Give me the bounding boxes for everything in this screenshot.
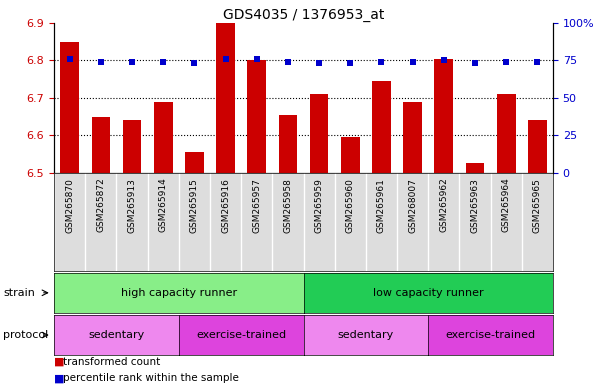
Text: exercise-trained: exercise-trained (196, 330, 286, 340)
Text: GSM265958: GSM265958 (284, 178, 293, 233)
Bar (248, 61, 266, 173)
Bar (91, 117, 110, 173)
Text: GSM265962: GSM265962 (439, 178, 448, 232)
Text: ■: ■ (54, 357, 64, 367)
Bar (60, 42, 79, 173)
Bar (310, 94, 328, 173)
Bar (123, 121, 141, 173)
Bar (341, 137, 359, 173)
Text: ■: ■ (54, 373, 64, 383)
Bar (372, 81, 391, 173)
Text: GSM268007: GSM268007 (408, 178, 417, 233)
Text: sedentary: sedentary (88, 330, 145, 340)
Text: sedentary: sedentary (338, 330, 394, 340)
Bar (528, 121, 547, 173)
Text: GSM265872: GSM265872 (96, 178, 105, 232)
Text: protocol: protocol (3, 330, 48, 340)
Bar (154, 102, 172, 173)
Text: percentile rank within the sample: percentile rank within the sample (63, 373, 239, 383)
Text: GSM265957: GSM265957 (252, 178, 261, 233)
Text: GSM265963: GSM265963 (471, 178, 480, 233)
Text: GSM265913: GSM265913 (127, 178, 136, 233)
Text: high capacity runner: high capacity runner (121, 288, 237, 298)
Title: GDS4035 / 1376953_at: GDS4035 / 1376953_at (223, 8, 384, 22)
Text: GSM265914: GSM265914 (159, 178, 168, 232)
Text: transformed count: transformed count (63, 357, 160, 367)
Text: GSM265916: GSM265916 (221, 178, 230, 233)
Text: GSM265960: GSM265960 (346, 178, 355, 233)
Text: GSM265959: GSM265959 (314, 178, 323, 233)
Text: GSM265964: GSM265964 (502, 178, 511, 232)
Text: GSM265870: GSM265870 (65, 178, 74, 233)
Text: GSM265961: GSM265961 (377, 178, 386, 233)
Text: GSM265965: GSM265965 (533, 178, 542, 233)
Text: strain: strain (3, 288, 35, 298)
Text: exercise-trained: exercise-trained (445, 330, 535, 340)
Text: low capacity runner: low capacity runner (373, 288, 484, 298)
Bar (435, 59, 453, 173)
Bar (185, 152, 204, 173)
Text: GSM265915: GSM265915 (190, 178, 199, 233)
Bar (403, 102, 422, 173)
Bar (497, 94, 516, 173)
Bar (216, 23, 235, 173)
Bar (466, 164, 484, 173)
Bar (278, 115, 297, 173)
